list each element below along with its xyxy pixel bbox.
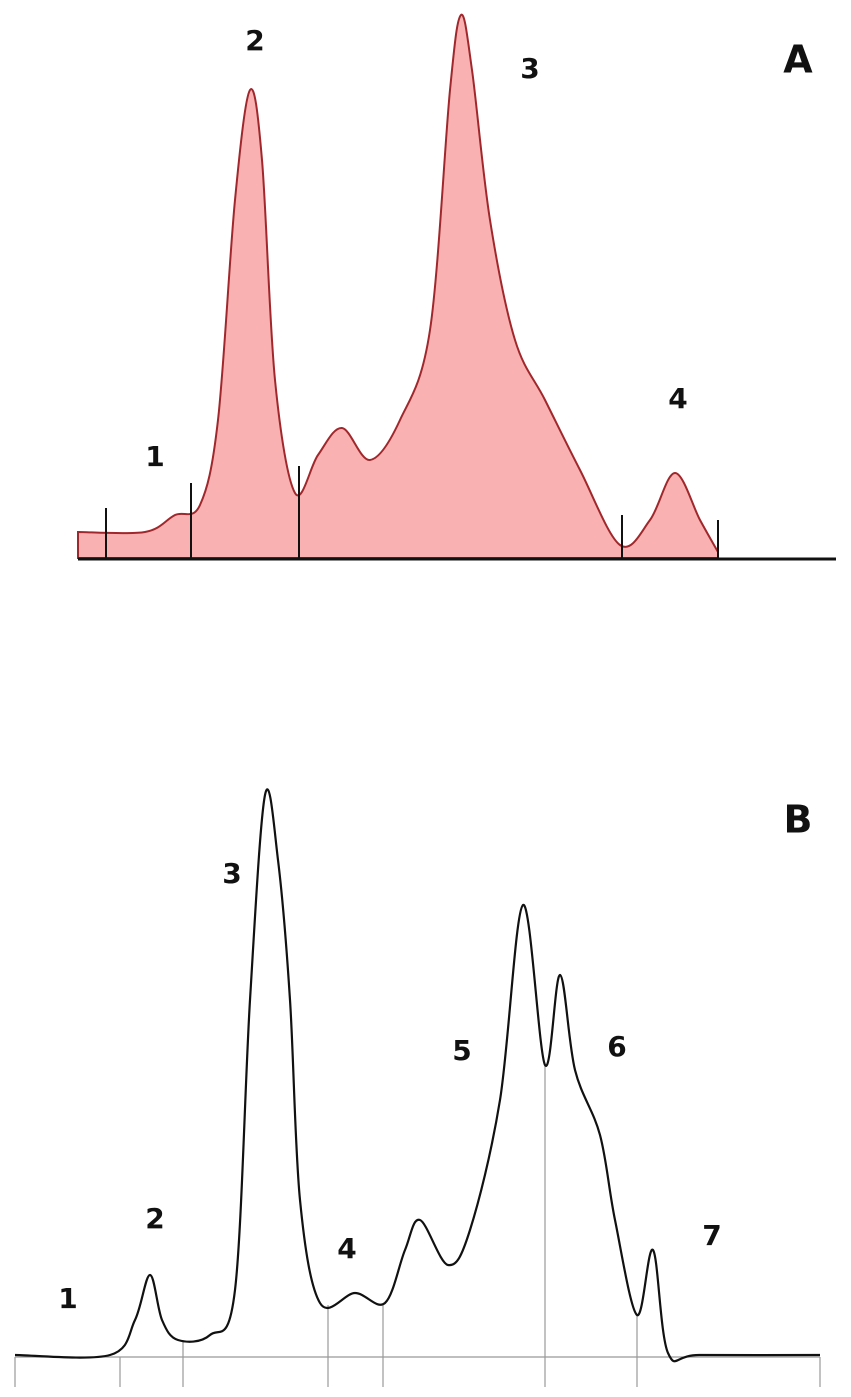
peak-label: 6: [607, 1030, 626, 1063]
peak-label: 3: [520, 52, 539, 85]
segment-lines-b: [14, 1065, 821, 1387]
panel-label: A: [783, 38, 813, 82]
trace-b: [14, 788, 821, 1363]
peak-label: 4: [668, 382, 687, 415]
peak-label: 3: [222, 857, 241, 890]
trace-a: [77, 13, 719, 559]
peak-label: 2: [145, 1202, 164, 1235]
peak-label: 2: [245, 24, 264, 57]
peak-label: 4: [337, 1232, 356, 1265]
panel-label: B: [784, 798, 813, 842]
peak-label: 1: [145, 440, 164, 473]
peak-label: 5: [452, 1034, 471, 1067]
segment-lines-a: [78, 466, 836, 561]
peak-label: 7: [702, 1219, 721, 1252]
peak-label: 1: [58, 1282, 77, 1315]
